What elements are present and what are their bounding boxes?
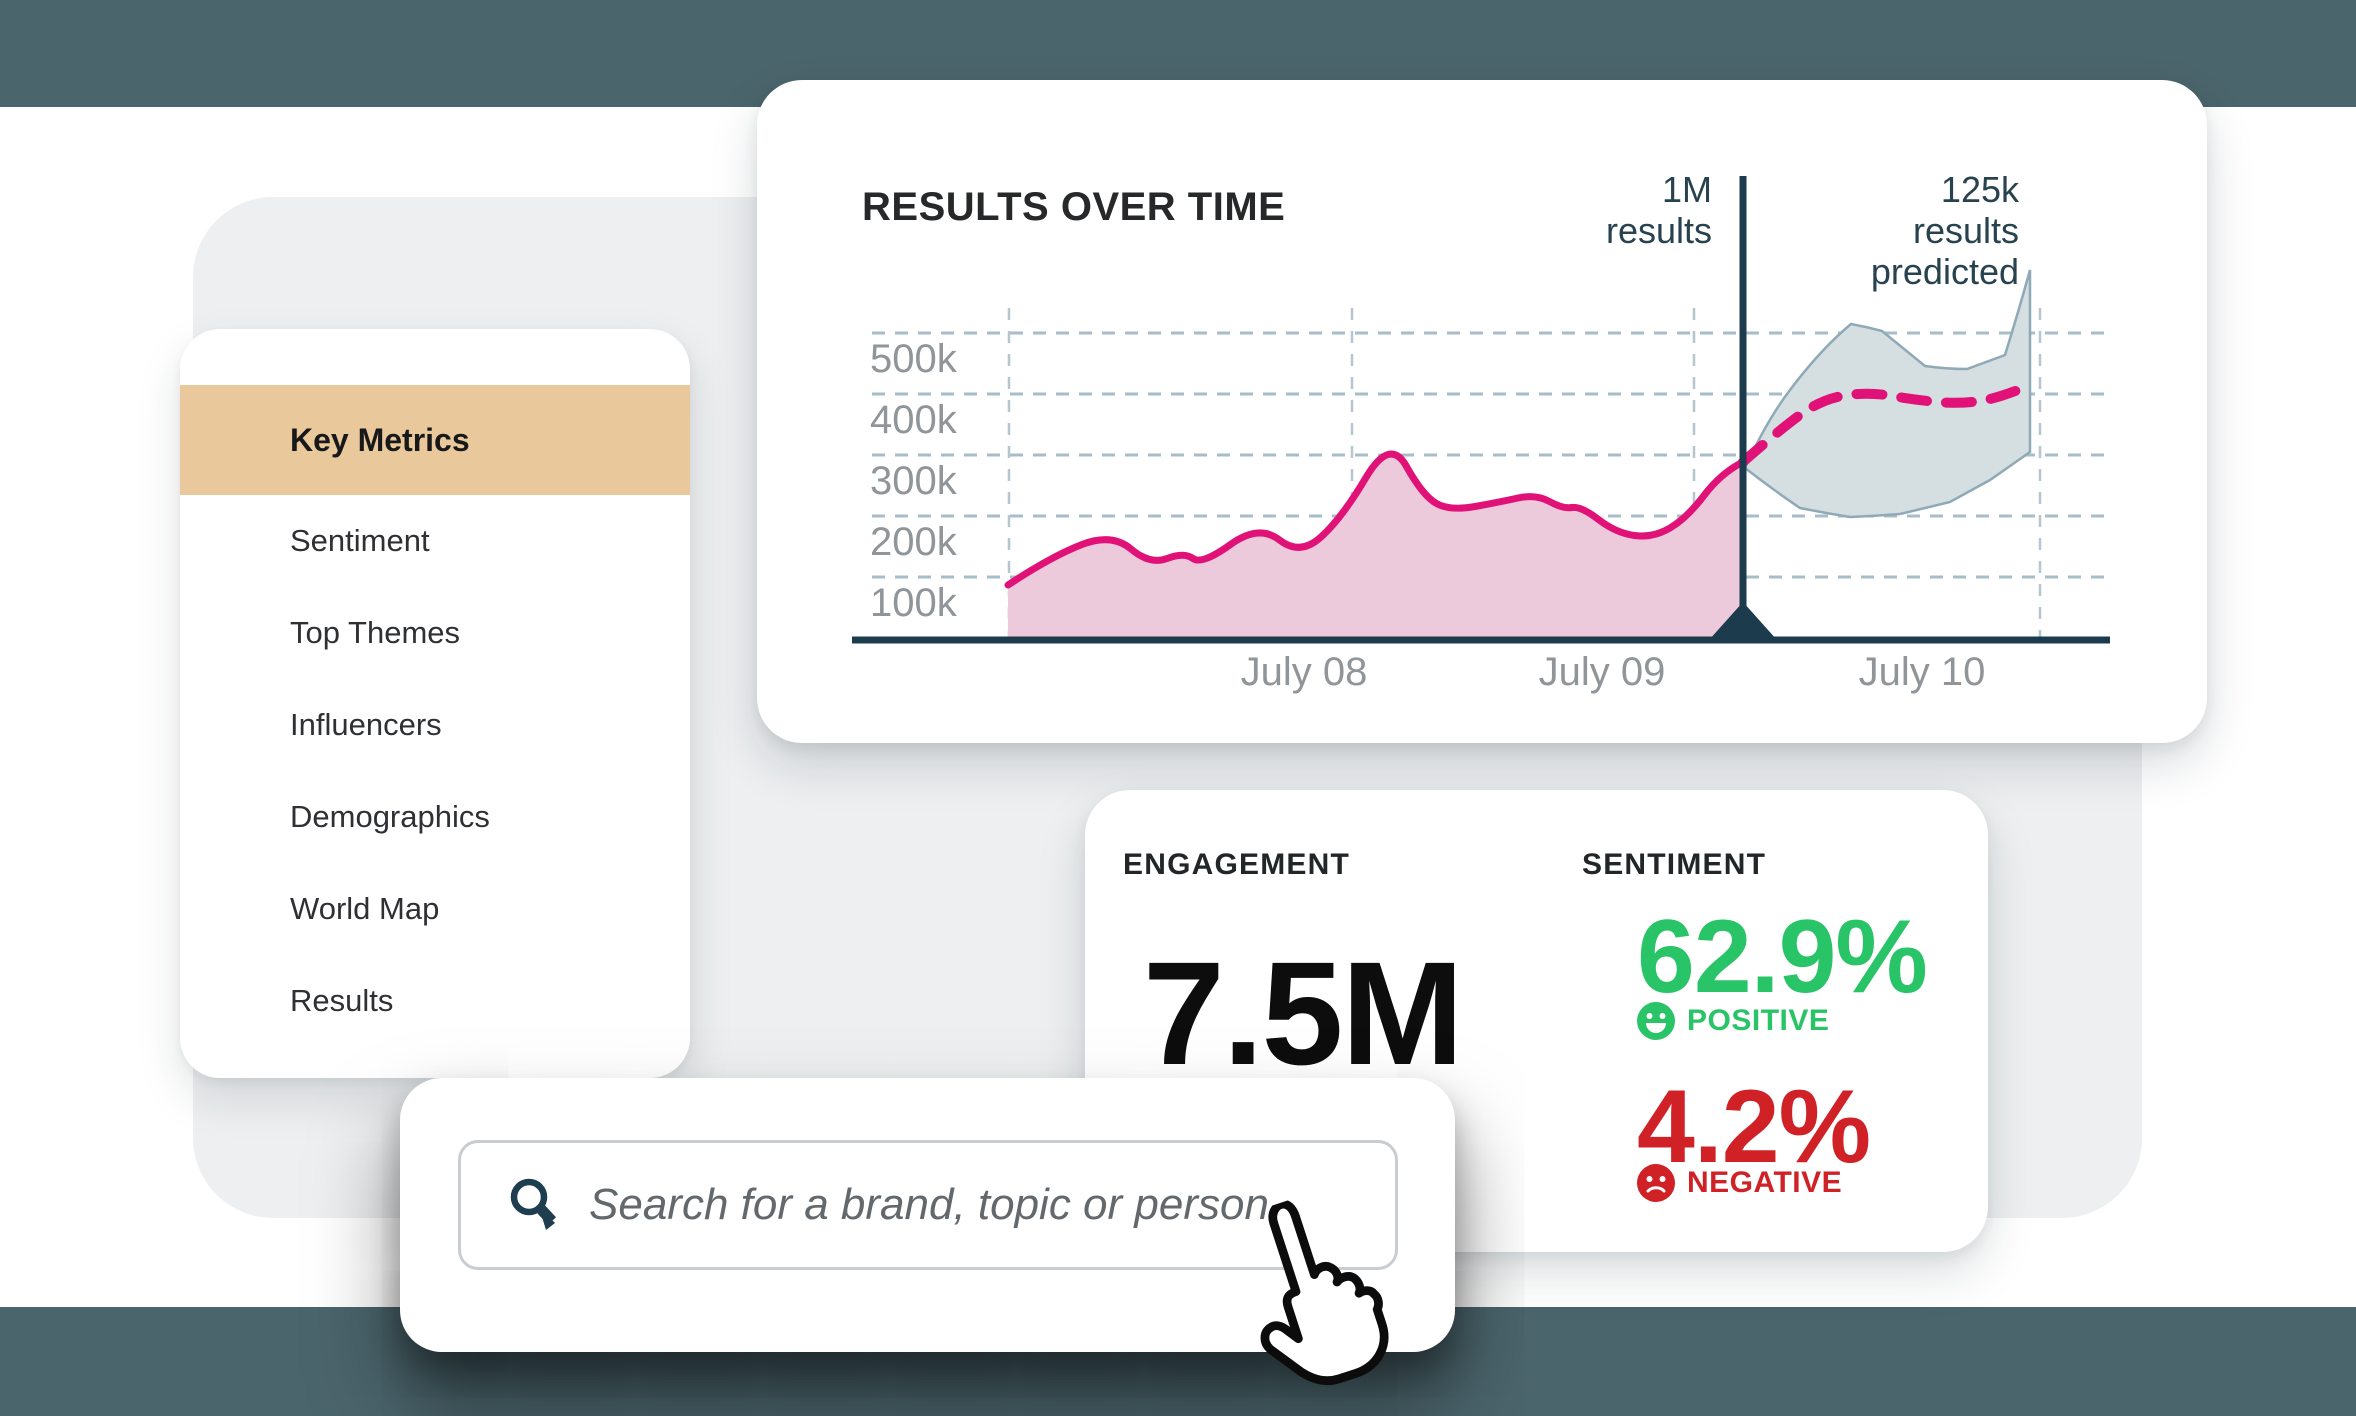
sidebar-menu-card: Key Metrics Sentiment Top Themes Influen… [180, 329, 690, 1078]
positive-sentiment-row: POSITIVE [1637, 1002, 1829, 1040]
results-area [1008, 454, 1743, 640]
y-tick: 400k [870, 398, 958, 442]
y-tick: 500k [870, 337, 958, 381]
y-tick: 100k [870, 581, 958, 625]
sidebar-item-demographics[interactable]: Demographics [290, 799, 490, 834]
x-tick: July 10 [1859, 650, 1986, 694]
chart-title: RESULTS OVER TIME [862, 185, 1285, 229]
results-over-time-card: RESULTS OVER TIME 500k 400k 300k 200k 10… [757, 80, 2207, 743]
prediction-annotation-line2: results [1913, 210, 2019, 251]
metrics-card: ENGAGEMENT SENTIMENT 7.5M 62.9% POSITIVE… [1085, 790, 1988, 1252]
now-marker-triangle [1709, 602, 1777, 640]
results-line [1004, 450, 1747, 589]
sidebar-item-top-themes[interactable]: Top Themes [290, 615, 461, 650]
prediction-annotation-line1: 125k [1941, 169, 2020, 210]
search-placeholder: Search for a brand, topic or person [589, 1180, 1269, 1229]
now-annotation: 1M results [1606, 169, 1712, 251]
positive-sentiment-value: 62.9% [1637, 899, 1928, 1015]
frowny-negative-icon [1637, 1164, 1675, 1202]
y-tick: 300k [870, 459, 958, 503]
search-icon [510, 1178, 557, 1230]
x-axis-labels: July 08 July 09 July 10 [1241, 650, 1986, 694]
sidebar-item-sentiment[interactable]: Sentiment [290, 523, 430, 558]
engagement-value: 7.5M [1143, 932, 1464, 1096]
sidebar-item-results[interactable]: Results [290, 983, 394, 1018]
prediction-band [1743, 269, 2032, 519]
smiley-positive-icon [1637, 1002, 1675, 1040]
negative-sentiment-row: NEGATIVE [1637, 1164, 1842, 1202]
negative-sentiment-value: 4.2% [1637, 1069, 1871, 1185]
now-annotation-line2: results [1606, 210, 1712, 251]
hand-cursor-icon[interactable] [1212, 1176, 1423, 1411]
y-axis-labels: 500k 400k 300k 200k 100k [870, 337, 958, 625]
positive-label: POSITIVE [1687, 1004, 1830, 1037]
search-input[interactable]: Search for a brand, topic or person [458, 1140, 1398, 1270]
x-tick: July 08 [1241, 650, 1368, 694]
prediction-annotation: 125k results predicted [1871, 169, 2020, 292]
engagement-header: ENGAGEMENT [1123, 848, 1351, 881]
negative-label: NEGATIVE [1687, 1166, 1843, 1199]
sidebar-menu: Key Metrics Sentiment Top Themes Influen… [180, 385, 690, 1047]
results-over-time-chart: RESULTS OVER TIME 500k 400k 300k 200k 10… [852, 169, 2110, 694]
x-tick: July 09 [1539, 650, 1666, 694]
prediction-annotation-line3: predicted [1871, 251, 2019, 292]
now-annotation-line1: 1M [1662, 169, 1712, 210]
sentiment-header: SENTIMENT [1582, 848, 1767, 881]
sidebar-item-influencers[interactable]: Influencers [290, 707, 442, 742]
search-card: Search for a brand, topic or person [400, 1078, 1455, 1386]
sidebar-item-key-metrics[interactable]: Key Metrics [180, 385, 690, 495]
sidebar-item-world-map[interactable]: World Map [290, 891, 440, 926]
y-tick: 200k [870, 520, 958, 564]
